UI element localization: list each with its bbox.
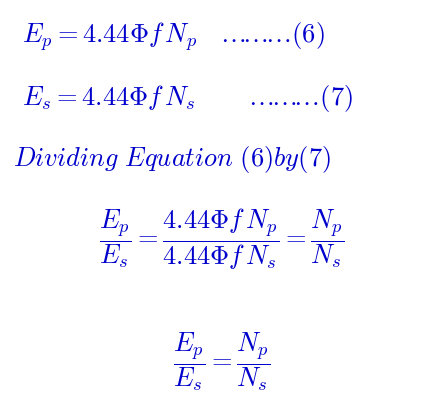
Text: $\mathit{Dividing\ Equation\ (6)by(7)}$: $\mathit{Dividing\ Equation\ (6)by(7)}$	[13, 144, 331, 175]
Text: $\dfrac{E_p}{E_s} = \dfrac{N_p}{N_s}$: $\dfrac{E_p}{E_s} = \dfrac{N_p}{N_s}$	[173, 330, 271, 393]
Text: $E_p = 4.44\Phi f\, N_p \quad \ldots\!\ldots\!\ldots(6)$: $E_p = 4.44\Phi f\, N_p \quad \ldots\!\l…	[22, 20, 325, 53]
Text: $E_s = 4.44\Phi f\, N_s \qquad\; \ldots\!\ldots\!\ldots(7)$: $E_s = 4.44\Phi f\, N_s \qquad\; \ldots\…	[22, 83, 353, 114]
Text: $\dfrac{E_p}{E_s} = \dfrac{4.44\Phi f\, N_p}{4.44\Phi f\, N_s} = \dfrac{N_p}{N_s: $\dfrac{E_p}{E_s} = \dfrac{4.44\Phi f\, …	[99, 207, 345, 272]
